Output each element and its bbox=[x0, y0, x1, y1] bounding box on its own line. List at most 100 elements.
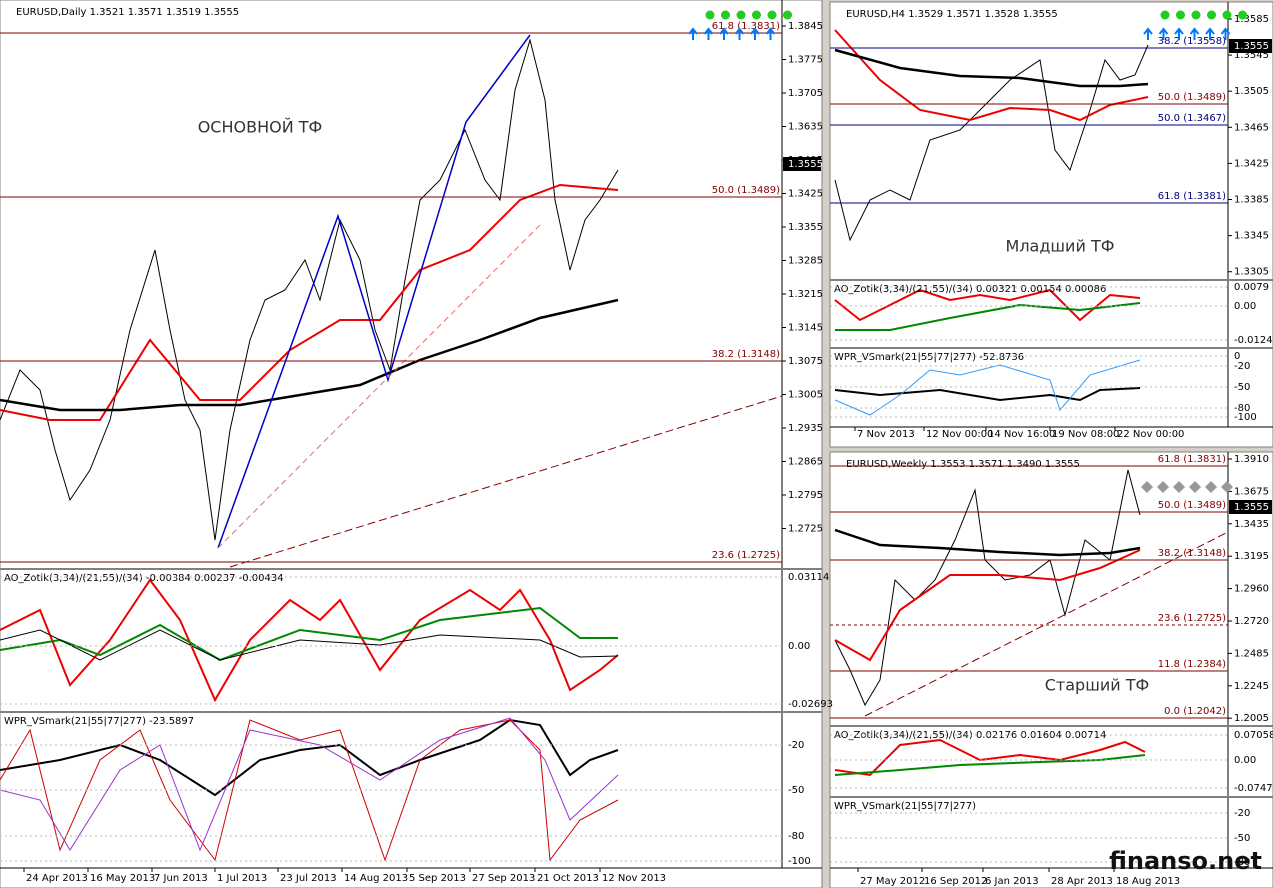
price-label: 1.3195 bbox=[1234, 551, 1269, 562]
signal-arrow bbox=[719, 27, 729, 40]
price-label: 1.2005 bbox=[1234, 713, 1269, 724]
date-label: 21 Oct 2013 bbox=[537, 873, 599, 884]
ma-black bbox=[834, 48, 1149, 88]
price-label: 1.3845 bbox=[788, 21, 823, 32]
price-line bbox=[834, 469, 1141, 707]
fib-label: 50.0 (1.3489) bbox=[712, 185, 780, 196]
signal-dot bbox=[1160, 10, 1170, 20]
fib-label: 61.8 (1.3831) bbox=[712, 21, 780, 32]
scale-label: 0.00 bbox=[1234, 755, 1256, 766]
scale-label: 0.07058 bbox=[1234, 730, 1273, 741]
date-label: 16 Sep 2012 bbox=[924, 876, 987, 887]
signal-arrow bbox=[1189, 27, 1200, 40]
scale-label: -0.02693 bbox=[788, 699, 833, 710]
decor bbox=[0, 29, 1229, 862]
current-price: 1.3555 bbox=[1234, 502, 1269, 513]
price-label: 1.3675 bbox=[1234, 486, 1269, 497]
date-label: 27 May 2012 bbox=[860, 876, 925, 887]
signal-dot bbox=[1238, 10, 1247, 20]
signal-arrow bbox=[703, 27, 714, 40]
date-label: 6 Jan 2013 bbox=[985, 876, 1039, 887]
timeframe-label: Младший ТФ bbox=[1006, 237, 1115, 256]
price-label: 1.3385 bbox=[1234, 195, 1269, 206]
indicator-header: WPR_VSmark(21|55|77|277) -23.5897 bbox=[4, 716, 194, 727]
current-price-box bbox=[783, 157, 821, 171]
price-label: 1.3075 bbox=[788, 356, 823, 367]
fib-label: 61.8 (1.3831) bbox=[1158, 454, 1226, 465]
price-label: 1.3705 bbox=[788, 88, 823, 99]
window bbox=[829, 1, 1273, 448]
price-label: 1.3425 bbox=[1234, 158, 1269, 169]
price-label: 1.3435 bbox=[1234, 519, 1269, 530]
signal-dot bbox=[1207, 10, 1216, 20]
signal-arrow bbox=[1205, 27, 1215, 40]
ao-green bbox=[0, 606, 618, 662]
ao-green bbox=[835, 302, 1141, 331]
window bbox=[0, 0, 823, 888]
date-label: 22 Nov 00:00 bbox=[1117, 429, 1184, 440]
price-label: 1.3465 bbox=[1234, 122, 1269, 133]
indicator-header: WPR_VSmark(21|55|77|277) bbox=[834, 801, 976, 812]
scale-label: -0.01246 bbox=[1234, 335, 1273, 346]
price-label: 1.2795 bbox=[788, 490, 823, 501]
fib-label: 23.6 (1.2725) bbox=[1158, 613, 1226, 624]
price-label: 1.2485 bbox=[1234, 648, 1269, 659]
signal-arrow bbox=[688, 27, 698, 40]
scale-label: 0.00 bbox=[788, 641, 810, 652]
chart-header: EURUSD,H4 1.3529 1.3571 1.3528 1.3555 bbox=[846, 9, 1058, 20]
date-label: 7 Nov 2013 bbox=[857, 429, 915, 440]
wpr-blue bbox=[834, 359, 1141, 416]
scale-label: 0.03114 bbox=[788, 572, 829, 583]
signal-dot bbox=[767, 10, 777, 20]
ao-red bbox=[834, 288, 1141, 322]
date-label: 24 Apr 2013 bbox=[26, 873, 88, 884]
price-label: 1.3585 bbox=[1234, 14, 1269, 25]
scale-label: -80 bbox=[1234, 857, 1250, 868]
signal-diamond bbox=[1173, 481, 1185, 493]
scale-label: -0.07475 bbox=[1234, 783, 1273, 794]
price-label: 1.3005 bbox=[788, 390, 823, 401]
date-label: 7 Jun 2013 bbox=[154, 873, 208, 884]
ma-red bbox=[0, 183, 619, 421]
wpr-black bbox=[834, 387, 1141, 402]
signal-arrow bbox=[750, 27, 760, 40]
price-label: 1.2960 bbox=[1234, 584, 1269, 595]
price-label: 1.3355 bbox=[788, 222, 823, 233]
date-label: 23 Jul 2013 bbox=[280, 873, 337, 884]
scale-label: -50 bbox=[788, 785, 804, 796]
date-label: 12 Nov 2013 bbox=[602, 873, 666, 884]
window bbox=[829, 451, 1273, 888]
wpr-violet bbox=[0, 717, 619, 852]
date-label: 27 Sep 2013 bbox=[472, 873, 535, 884]
signal-dot bbox=[783, 10, 792, 20]
current-price-box bbox=[1229, 500, 1272, 514]
date-label: 28 Apr 2013 bbox=[1051, 876, 1113, 887]
price-label: 1.3545 bbox=[1234, 50, 1269, 61]
price-label: 1.3215 bbox=[788, 289, 823, 300]
timeframe-label: Старший ТФ bbox=[1045, 676, 1150, 695]
price-label: 1.2935 bbox=[788, 423, 823, 434]
wpr-red bbox=[0, 719, 619, 862]
price-label: 1.2725 bbox=[788, 524, 823, 535]
signal-diamond bbox=[1157, 481, 1169, 493]
timeframe-label: ОСНОВНОЙ ТФ bbox=[198, 118, 323, 137]
scale-label: -80 bbox=[1234, 403, 1250, 414]
fib-label: 23.6 (1.2725) bbox=[712, 550, 780, 561]
scale-label: -80 bbox=[788, 831, 804, 842]
date-label: 18 Aug 2013 bbox=[1116, 876, 1180, 887]
price-label: 1.2720 bbox=[1234, 616, 1269, 627]
price-label: 1.3635 bbox=[788, 122, 823, 133]
fib-label: 50.0 (1.3489) bbox=[1158, 92, 1226, 103]
ma-black bbox=[834, 528, 1141, 557]
signal-dot bbox=[1191, 10, 1201, 20]
scale-label: -50 bbox=[1234, 833, 1250, 844]
price-label: 1.2865 bbox=[788, 457, 823, 468]
watermark: finanso.net bbox=[1109, 847, 1262, 875]
fib-label: 11.8 (1.2384) bbox=[1158, 659, 1226, 670]
signal-diamond bbox=[1189, 481, 1201, 493]
scale-label: 0.00 bbox=[1234, 301, 1256, 312]
signal-dot bbox=[736, 10, 746, 20]
indicator-header: AO_Zotik(3,34)/(21,55)/(34) -0.00384 0.0… bbox=[4, 573, 284, 584]
